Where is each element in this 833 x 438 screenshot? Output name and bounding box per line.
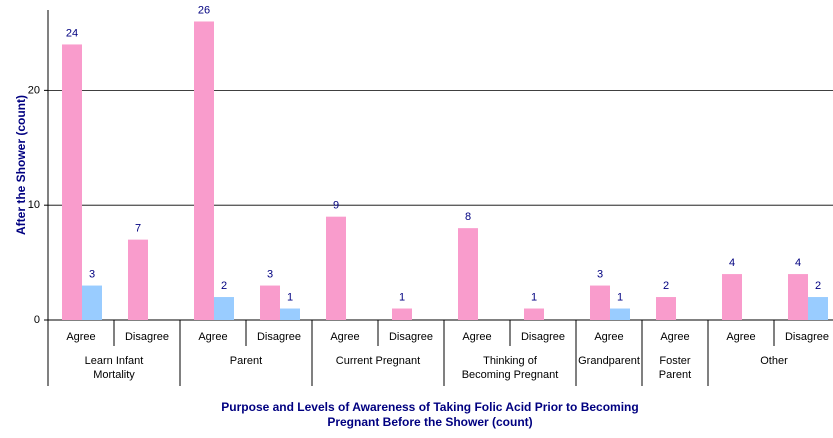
x-tick-label: Agree	[462, 331, 492, 343]
bar	[788, 274, 808, 320]
group-label: Foster Parent	[658, 355, 692, 381]
bar	[62, 44, 82, 320]
bar	[280, 308, 300, 320]
x-tick-label: Disagree	[256, 331, 302, 343]
x-tick-label: Agree	[330, 331, 360, 343]
x-tick-label-box: Agree	[66, 331, 96, 343]
x-tick-label-box: Agree	[726, 331, 756, 343]
x-tick-label: Agree	[726, 331, 756, 343]
x-tick-label: Disagree	[388, 331, 434, 343]
value-label: 24	[66, 27, 78, 39]
group-label-box: Thinking of Becoming Pregnant	[461, 355, 559, 381]
value-label: 9	[333, 200, 339, 212]
group-label: Other	[760, 355, 788, 367]
x-tick-label: Agree	[594, 331, 624, 343]
group-label-box: Learn Infant Mortality	[84, 355, 144, 381]
bar	[610, 308, 630, 320]
group-label-box: Parent	[229, 355, 263, 367]
value-label: 3	[597, 268, 603, 280]
value-label: 1	[531, 291, 537, 303]
group-label: Parent	[229, 355, 263, 367]
value-label: 7	[135, 223, 141, 235]
y-tick-label: 10	[28, 199, 40, 211]
value-label: 2	[221, 280, 227, 292]
group-label-box: Other	[760, 355, 788, 367]
value-label: 1	[287, 291, 293, 303]
x-tick-label: Disagree	[784, 331, 830, 343]
bar	[656, 297, 676, 320]
value-label: 1	[617, 291, 623, 303]
value-label: 3	[89, 268, 95, 280]
x-axis-label-box: Purpose and Levels of Awareness of Takin…	[221, 400, 639, 429]
x-tick-label-box: Disagree	[784, 331, 830, 343]
x-tick-label: Agree	[198, 331, 228, 343]
value-label: 1	[399, 291, 405, 303]
x-axis-label: Purpose and Levels of Awareness of Takin…	[221, 400, 639, 429]
x-tick-label-box: Agree	[330, 331, 360, 343]
value-label: 26	[198, 4, 210, 16]
bar	[260, 285, 280, 320]
bar	[458, 228, 478, 320]
value-label: 2	[815, 280, 821, 292]
bar	[194, 21, 214, 321]
value-label: 4	[729, 257, 735, 269]
group-label-box: Current Pregnant	[335, 355, 421, 367]
bar	[128, 239, 148, 320]
group-label: Grandparent	[578, 355, 640, 367]
x-tick-label: Agree	[660, 331, 690, 343]
y-tick-label: 20	[28, 84, 40, 96]
value-label: 4	[795, 257, 801, 269]
x-tick-label: Disagree	[124, 331, 170, 343]
bar	[82, 285, 102, 320]
value-label: 8	[465, 211, 471, 223]
x-tick-label: Disagree	[520, 331, 566, 343]
x-tick-label: Agree	[66, 331, 96, 343]
x-tick-label-box: Agree	[594, 331, 624, 343]
group-label: Current Pregnant	[335, 355, 421, 367]
group-label-box: Foster Parent	[658, 355, 692, 381]
bar	[214, 297, 234, 320]
y-tick-label: 0	[34, 314, 40, 326]
x-tick-label-box: Disagree	[256, 331, 302, 343]
group-label: Learn Infant Mortality	[84, 355, 144, 381]
group-label: Thinking of Becoming Pregnant	[461, 355, 559, 381]
x-tick-label-box: Disagree	[124, 331, 170, 343]
bar	[392, 308, 412, 320]
x-tick-label-box: Agree	[660, 331, 690, 343]
bar	[326, 216, 346, 320]
value-label: 3	[267, 268, 273, 280]
bar	[590, 285, 610, 320]
x-tick-label-box: Disagree	[520, 331, 566, 343]
bar	[722, 274, 742, 320]
value-label: 2	[663, 280, 669, 292]
group-label-box: Grandparent	[578, 355, 640, 367]
x-tick-label-box: Disagree	[388, 331, 434, 343]
y-axis-label: After the Shower (count)	[14, 95, 28, 235]
bar	[524, 308, 544, 320]
x-tick-label-box: Agree	[462, 331, 492, 343]
bar	[808, 297, 828, 320]
x-tick-label-box: Agree	[198, 331, 228, 343]
